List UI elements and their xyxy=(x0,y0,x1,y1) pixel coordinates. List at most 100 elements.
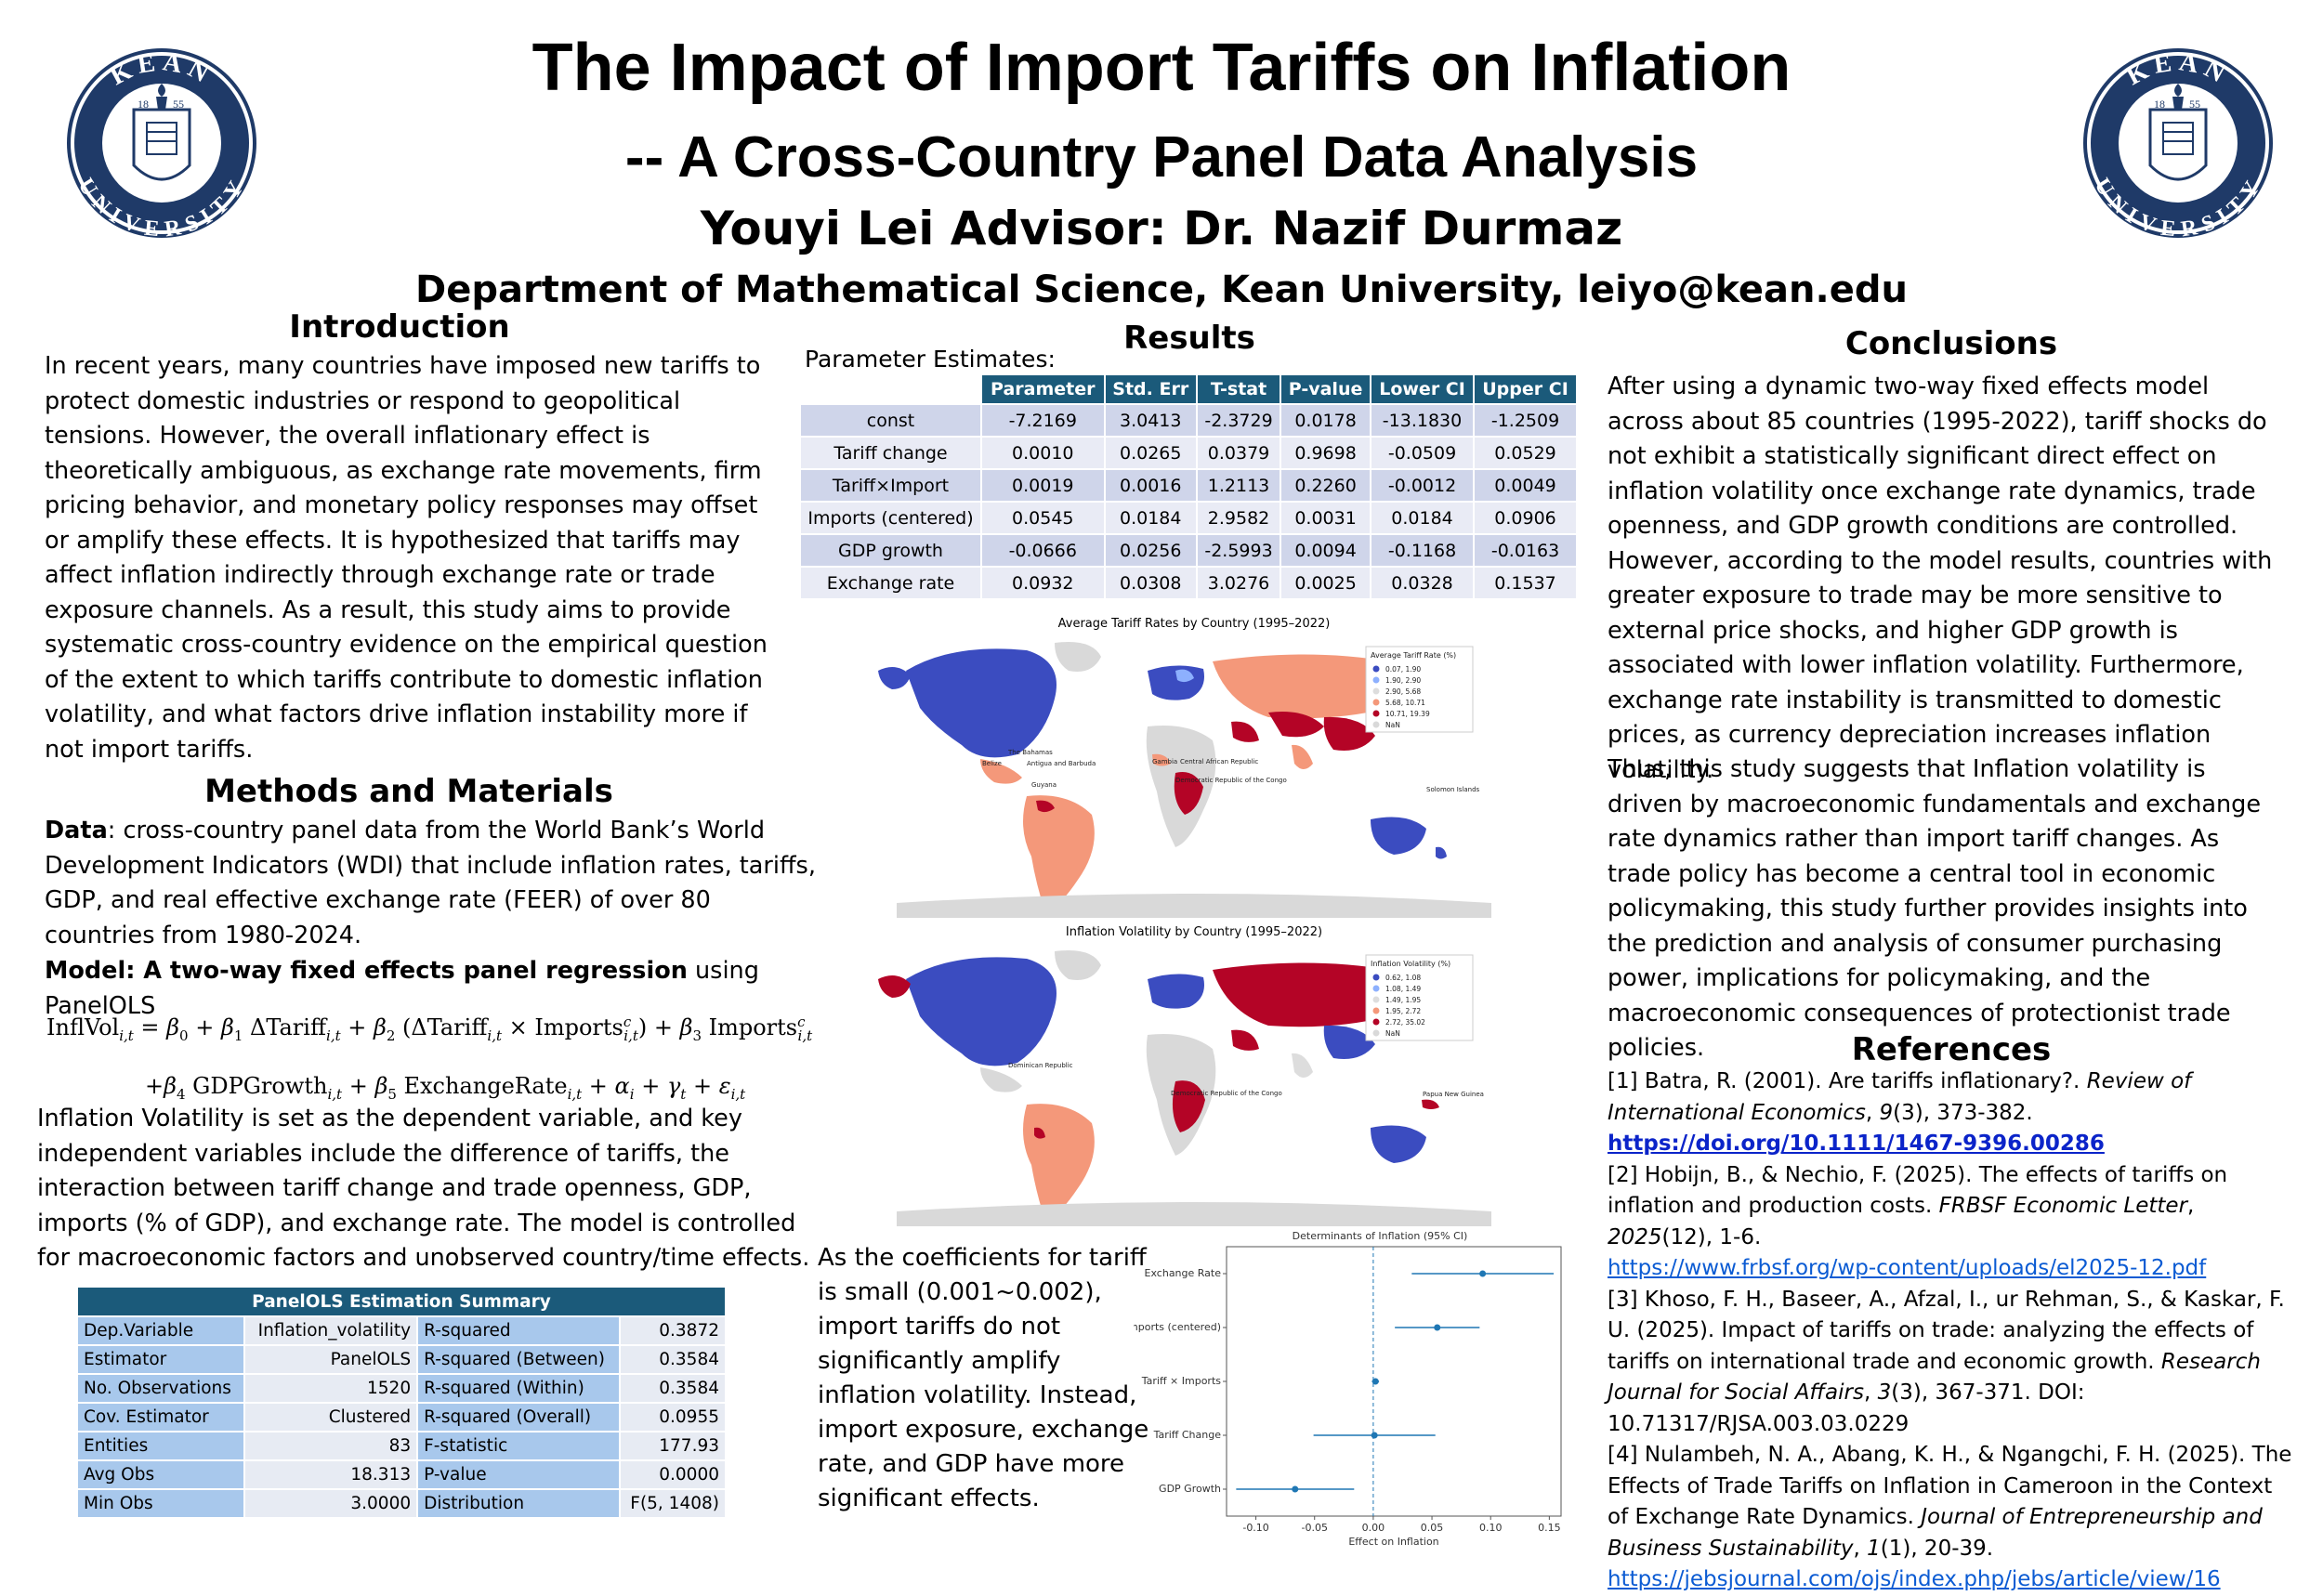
x-tick-label: -0.10 xyxy=(1242,1522,1268,1534)
panelols-value: 3.0000 xyxy=(245,1490,417,1517)
results-heading: Results xyxy=(1123,320,1255,357)
volatility-map-title: Inflation Volatility by Country (1995–20… xyxy=(1065,925,1323,939)
tariff-legend-title: Average Tariff Rate (%) xyxy=(1371,651,1456,660)
conclusions-text-2: Thus, this study suggests that Inflation… xyxy=(1608,755,2262,1062)
coefficient-point xyxy=(1479,1270,1487,1277)
tariff-world-map: The Bahamas Belize Antigua and Barbuda G… xyxy=(878,642,1491,918)
param-cell: 0.0178 xyxy=(1281,405,1371,436)
panelols-label: Entities xyxy=(78,1432,244,1459)
model-tail: using PanelOLS xyxy=(45,957,759,1020)
param-cell: 0.0906 xyxy=(1475,503,1576,533)
param-cell: 0.2260 xyxy=(1281,470,1371,501)
param-row: const -7.2169 3.0413 -2.3729 0.0178 -13.1830-… xyxy=(801,405,1576,436)
panelols-value: 83 xyxy=(245,1432,417,1459)
map-region-andes xyxy=(1034,1127,1045,1139)
param-cell: 0.0010 xyxy=(982,438,1104,468)
param-row-label: const xyxy=(801,405,980,436)
reference-link[interactable]: https://doi.org/10.1111/1467-9396.00286 xyxy=(1608,1132,2105,1156)
map-region-antarctica xyxy=(897,894,1491,918)
data-text: : cross-country panel data from the Worl… xyxy=(45,817,816,949)
map-region-middle-east xyxy=(1231,1029,1259,1051)
legend-label: 1.49, 1.95 xyxy=(1385,996,1421,1004)
kean-university-logo-right: KEAN UNIVERSITY 18 55 xyxy=(2083,47,2273,242)
panelols-label: No. Observations xyxy=(78,1375,244,1402)
panelols-row: No. Observations 1520 R-squared (Within) 0.… xyxy=(78,1375,725,1402)
legend-swatch xyxy=(1372,974,1380,981)
param-cell: -2.5993 xyxy=(1197,535,1280,566)
panelols-row: Cov. Estimator Clustered R-squared (Overal… xyxy=(78,1404,725,1431)
map-region-south-america xyxy=(1023,1104,1095,1221)
panelols-row: Estimator PanelOLS R-squared (Between) 0.35… xyxy=(78,1346,725,1373)
tariff-map-legend: Average Tariff Rate (%) 0.07, 1.90 1.90, … xyxy=(1365,646,1474,733)
panelols-value: 0.3584 xyxy=(620,1346,725,1373)
map-region-mexico xyxy=(980,1067,1022,1092)
param-cell: 0.0016 xyxy=(1105,470,1196,501)
param-row: GDP growth -0.0666 0.0256 -2.5993 0.0094 -0.1… xyxy=(801,535,1576,566)
param-cell: 0.9698 xyxy=(1281,438,1371,468)
x-tick-label: 0.05 xyxy=(1421,1522,1444,1534)
coefficient-point xyxy=(1371,1432,1378,1439)
legend-swatch xyxy=(1372,676,1380,684)
map1-label-5: Central African Republic xyxy=(1180,758,1258,765)
param-row: Exchange rate 0.0932 0.0308 3.0276 0.0025 0.0… xyxy=(801,568,1576,598)
chart-x-axis-label: Effect on Inflation xyxy=(1348,1536,1438,1547)
reference-item: [1] Batra, R. (2001). Are tariffs inflat… xyxy=(1608,1069,2192,1156)
x-tick-label: 0.00 xyxy=(1362,1522,1385,1534)
map-region-new-zealand xyxy=(1436,846,1447,859)
param-cell: -13.1830 xyxy=(1371,405,1474,436)
param-header-1: Parameter xyxy=(982,375,1104,403)
map-region-north-america xyxy=(906,957,1057,1066)
map-region-west-africa xyxy=(1152,753,1171,766)
param-cell: 0.1537 xyxy=(1475,568,1576,598)
y-tick-label: Tariff × Imports xyxy=(1141,1375,1222,1387)
model-bold: : A two-way fixed effects panel regressi… xyxy=(125,957,688,985)
param-row: Imports (centered) 0.0545 0.0184 2.9582 0.00… xyxy=(801,503,1576,533)
param-cell: -2.3729 xyxy=(1197,405,1280,436)
param-cell: -7.2169 xyxy=(982,405,1104,436)
panelols-value: 0.0000 xyxy=(620,1461,725,1488)
panelols-label: R-squared (Between) xyxy=(418,1346,619,1373)
coefficient-point xyxy=(1434,1324,1441,1331)
volatility-map-legend: Inflation Volatility (%) 0.62, 1.08 1.08,… xyxy=(1365,954,1474,1041)
svg-text:55: 55 xyxy=(173,98,184,111)
param-cell: 0.0379 xyxy=(1197,438,1280,468)
x-tick-label: 0.10 xyxy=(1479,1522,1503,1534)
reference-link[interactable]: https://jebsjournal.com/ojs/index.php/je… xyxy=(1608,1567,2221,1591)
param-cell: 0.0545 xyxy=(982,503,1104,533)
references-list: [1] Batra, R. (2001). Are tariffs inflat… xyxy=(1608,1066,2295,1596)
introduction-text: In recent years, many countries have imp… xyxy=(45,352,768,764)
panelols-label: R-squared (Overall) xyxy=(418,1404,619,1431)
param-header-6: Upper CI xyxy=(1475,375,1576,403)
introduction-heading: Introduction xyxy=(289,308,510,346)
map1-label-6: Democratic Republic of the Congo xyxy=(1175,777,1287,784)
param-cell: 1.2113 xyxy=(1197,470,1280,501)
reference-link[interactable]: https://www.frbsf.org/wp-content/uploads… xyxy=(1608,1256,2207,1280)
map-region-europe xyxy=(1148,974,1204,1009)
model-equation: InflVoli,t = β0 + β1 ΔTariffi,t + β2 (ΔT… xyxy=(46,1003,827,1113)
param-row-label: Imports (centered) xyxy=(801,503,980,533)
legend-swatch xyxy=(1372,996,1380,1003)
legend-swatch xyxy=(1372,1018,1380,1026)
map-region-central-asia xyxy=(1268,712,1324,738)
param-cell: 0.0094 xyxy=(1281,535,1371,566)
param-header-2: Std. Err xyxy=(1105,375,1196,403)
conclusions-text: After using a dynamic two-way fixed effe… xyxy=(1608,373,2273,784)
y-tick-label: Imports (centered) xyxy=(1134,1321,1221,1333)
map-region-mexico xyxy=(980,759,1022,784)
x-tick-label: -0.05 xyxy=(1302,1522,1328,1534)
methods-data-paragraph: Data: cross-country panel data from the … xyxy=(45,814,825,953)
panelols-value: Clustered xyxy=(245,1404,417,1431)
panelols-label: Estimator xyxy=(78,1346,244,1373)
param-cell: 0.0025 xyxy=(1281,568,1371,598)
param-cell: 0.0932 xyxy=(982,568,1104,598)
svg-text:55: 55 xyxy=(2189,98,2200,111)
param-cell: 0.0328 xyxy=(1371,568,1474,598)
panelols-label: F-statistic xyxy=(418,1432,619,1459)
map-region-russia xyxy=(1213,962,1403,1027)
panelols-value: 0.3872 xyxy=(620,1317,725,1344)
panelols-label: Min Obs xyxy=(78,1490,244,1517)
panelols-title: PanelOLS Estimation Summary xyxy=(78,1288,725,1315)
methods-model-paragraph: Model: A two-way fixed effects panel reg… xyxy=(45,954,844,1024)
map-region-scandinavia xyxy=(1175,669,1194,683)
panelols-value: 0.3584 xyxy=(620,1375,725,1402)
